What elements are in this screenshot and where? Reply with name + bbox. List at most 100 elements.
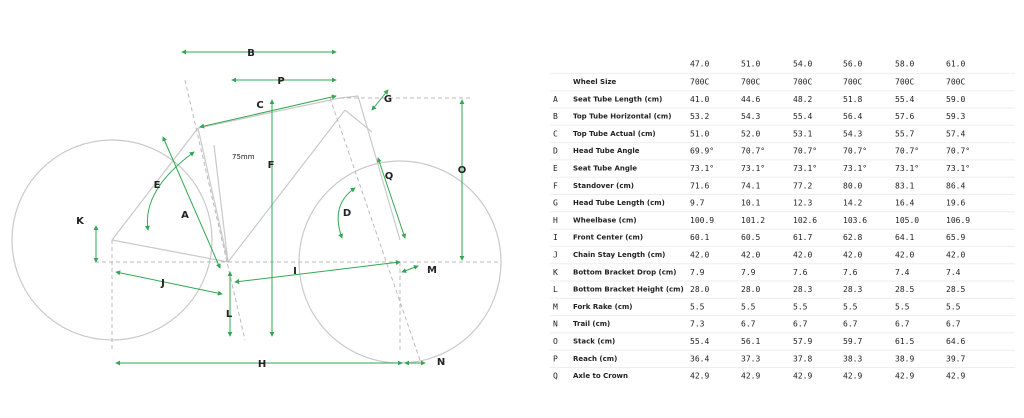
row-letter: E: [553, 164, 558, 173]
cell-value: 51.0: [690, 129, 709, 138]
dim-e: [144, 151, 195, 231]
cell-value: 42.0: [843, 251, 862, 260]
row-letter: I: [553, 233, 558, 242]
row-label: Axle to Crown: [573, 372, 628, 380]
cell-value: 83.1: [895, 181, 914, 190]
label-a: A: [181, 210, 189, 221]
guide-lines: [95, 79, 500, 361]
cell-value: 57.4: [946, 129, 965, 138]
cell-value: 106.9: [946, 216, 970, 225]
cell-value: 64.6: [946, 337, 965, 346]
cell-value: 51.8: [843, 95, 862, 104]
cell-value: 6.7: [895, 320, 910, 329]
cell-value: 53.2: [690, 112, 709, 121]
cell-value: 52.0: [741, 129, 760, 138]
cell-value: 42.9: [895, 372, 914, 381]
label-q: Q: [385, 171, 394, 182]
cell-value: 73.1°: [741, 164, 765, 173]
cell-value: 61.7: [793, 233, 812, 242]
column-header: 61.0: [946, 60, 965, 69]
cell-value: 6.7: [843, 320, 858, 329]
bike-diagram: B P C G O Q F E A D K J I M L H N 75mm: [11, 48, 502, 370]
cell-value: 62.8: [843, 233, 862, 242]
row-label: Bottom Bracket Height (cm): [573, 286, 684, 294]
cell-value: 700C: [741, 78, 760, 87]
cell-value: 36.4: [690, 354, 709, 363]
cell-value: 12.3: [793, 199, 812, 208]
dim-i: [234, 260, 401, 284]
cell-value: 28.5: [895, 285, 914, 294]
row-letter: J: [553, 251, 558, 260]
cell-value: 80.0: [843, 181, 862, 190]
cell-value: 73.1°: [946, 164, 970, 173]
cell-value: 57.9: [793, 337, 812, 346]
cell-value: 7.6: [793, 268, 808, 277]
cell-value: 54.3: [843, 129, 862, 138]
dim-a: [162, 136, 221, 269]
row-label: Front Center (cm): [573, 234, 643, 242]
label-p: P: [277, 76, 284, 87]
cell-value: 42.0: [741, 251, 760, 260]
cell-value: 55.4: [793, 112, 812, 121]
column-header: 58.0: [895, 60, 914, 69]
cell-value: 16.4: [895, 199, 914, 208]
cell-value: 700C: [690, 78, 709, 87]
cell-value: 42.9: [690, 372, 709, 381]
cell-value: 5.5: [843, 302, 858, 311]
label-g: G: [384, 94, 392, 105]
label-k: K: [76, 216, 85, 227]
cell-value: 28.5: [946, 285, 965, 294]
row-label: Reach (cm): [573, 355, 617, 363]
cell-value: 70.7°: [843, 147, 867, 156]
cell-value: 54.3: [741, 112, 760, 121]
cell-value: 28.3: [843, 285, 862, 294]
note-75mm: 75mm: [232, 153, 255, 161]
cell-value: 57.6: [895, 112, 914, 121]
cell-value: 7.4: [946, 268, 961, 277]
row-label: Head Tube Angle: [573, 147, 640, 155]
cell-value: 10.1: [741, 199, 760, 208]
cell-value: 103.6: [843, 216, 867, 225]
cell-value: 71.6: [690, 181, 709, 190]
cell-value: 37.3: [741, 354, 760, 363]
label-f: F: [268, 160, 275, 171]
cell-value: 37.8: [793, 354, 812, 363]
cell-value: 77.2: [793, 181, 812, 190]
cell-value: 28.3: [793, 285, 812, 294]
row-letter: B: [553, 112, 558, 121]
cell-value: 7.6: [843, 268, 858, 277]
label-o: O: [458, 165, 467, 176]
row-letter: P: [553, 354, 558, 363]
cell-value: 105.0: [895, 216, 919, 225]
row-label: Wheelbase (cm): [573, 216, 637, 224]
cell-value: 700C: [946, 78, 965, 87]
cell-value: 73.1°: [895, 164, 919, 173]
cell-value: 55.7: [895, 129, 914, 138]
label-m: M: [427, 265, 437, 276]
cell-value: 102.6: [793, 216, 817, 225]
cell-value: 28.0: [690, 285, 709, 294]
cell-value: 7.9: [741, 268, 756, 277]
label-j: J: [160, 278, 165, 289]
cell-value: 100.9: [690, 216, 714, 225]
row-label: Standover (cm): [573, 182, 634, 190]
column-header: 47.0: [690, 60, 709, 69]
row-label: Trail (cm): [573, 320, 610, 328]
cell-value: 9.7: [690, 199, 705, 208]
cell-value: 42.0: [895, 251, 914, 260]
row-label: Wheel Size: [573, 78, 617, 86]
cell-value: 42.9: [793, 372, 812, 381]
dim-m: [401, 265, 419, 273]
label-h: H: [258, 359, 266, 370]
cell-value: 38.3: [843, 354, 862, 363]
cell-value: 5.5: [895, 302, 910, 311]
cell-value: 44.6: [741, 95, 760, 104]
cell-value: 700C: [843, 78, 862, 87]
cell-value: 42.9: [741, 372, 760, 381]
cell-value: 70.7°: [793, 147, 817, 156]
frame: [111, 95, 401, 263]
cell-value: 59.3: [946, 112, 965, 121]
cell-value: 7.9: [690, 268, 705, 277]
cell-value: 53.1: [793, 129, 812, 138]
